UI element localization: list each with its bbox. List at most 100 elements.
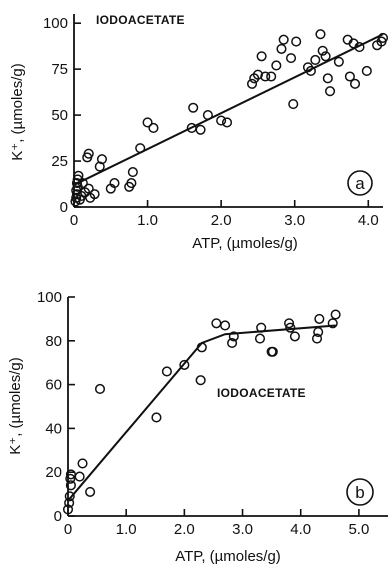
panel-b-data-point <box>267 346 278 357</box>
panel-b-data-point <box>314 313 325 324</box>
panel-a-data-point <box>266 71 277 82</box>
panel-a-data-point <box>377 32 389 43</box>
panel-b-y-tick-label: 20 <box>45 464 62 481</box>
panel-a-data-point <box>322 73 333 84</box>
panel-a-data-point <box>361 65 372 77</box>
panel-b-letter: b <box>355 483 364 502</box>
panel-b-data-point <box>62 504 74 515</box>
panel-a-x-tick-label: 0 <box>70 212 78 229</box>
panel-b-x-tick-label: 2.0 <box>174 521 195 538</box>
panel-a-data-point <box>216 115 227 126</box>
panel-a-data-point <box>83 148 94 159</box>
panel-a-data-point <box>276 43 287 54</box>
panel-b-data-point <box>256 322 267 333</box>
panel-b-data-point <box>220 320 231 331</box>
panel-b-x-tick-label: 4.0 <box>290 521 311 538</box>
panel-a-data-point <box>344 71 355 82</box>
panel-a-data-point <box>246 78 258 89</box>
panel-a-data-point <box>354 42 365 53</box>
panel-a-y-axis-label: K⁺, (µmoles/g) <box>9 63 26 160</box>
panel-a-data-point <box>83 183 94 194</box>
panel-b-data-point <box>179 359 190 370</box>
panel-b-x-axis-label: ATP, (µmoles/g) <box>175 548 281 565</box>
panel-b-data-point <box>227 337 238 349</box>
panel-a-data-point <box>142 117 153 128</box>
panel-b-data-point <box>327 318 338 329</box>
panel-a-fit-line <box>73 33 384 186</box>
panel-b-x-tick-label: 5.0 <box>348 521 369 538</box>
panel-b-data-point <box>65 473 76 484</box>
panel-a-data-point <box>291 36 302 47</box>
panel-a-data-point <box>96 154 108 165</box>
panel-a-x-tick-label: 3.0 <box>284 212 305 229</box>
panel-a-data-point <box>271 60 282 71</box>
panel-a-data-point <box>320 51 331 62</box>
panel-a-y-tick-label: 0 <box>60 199 68 216</box>
panel-a-data-point <box>310 54 321 66</box>
panel-a-data-point <box>188 102 199 113</box>
panel-b-data-point <box>85 486 96 497</box>
panel-a-letter: a <box>355 174 365 193</box>
panel-b-annotation: IODOACETATE <box>217 386 306 400</box>
panel-a-data-point <box>89 189 100 200</box>
panel-b-x-tick-label: 3.0 <box>232 521 253 538</box>
panel-a-letter-circle <box>347 170 373 196</box>
panel-b-data-point <box>228 331 239 342</box>
panel-a-data-point <box>333 56 344 67</box>
panel-a-data-point <box>252 69 263 80</box>
panel-a-x-tick-label: 4.0 <box>358 212 379 229</box>
panel-a-y-tick-label: 75 <box>51 61 68 78</box>
panel-b-fit-line <box>67 324 336 502</box>
panel-a-data-point <box>195 124 206 135</box>
panel-b-data-point <box>77 458 88 469</box>
panel-b-data-point <box>284 318 295 329</box>
panel-b-data-point <box>330 309 341 320</box>
panel-a-x-tick-label: 2.0 <box>211 212 232 229</box>
panel-b-y-tick-label: 0 <box>54 508 62 525</box>
panel-a-data-point <box>288 99 299 110</box>
panel-b-data-point <box>289 331 300 342</box>
panel-b-y-tick-label: 100 <box>37 289 62 306</box>
panel-a-data-point <box>256 51 267 62</box>
panel-a-data-point <box>126 178 137 189</box>
panel-b-data-point <box>195 375 206 386</box>
panel-b-data-point <box>285 322 296 333</box>
panel-a-data-point <box>305 65 316 77</box>
panel-b-x-tick-label: 0 <box>64 521 72 538</box>
panel-b-data-point <box>161 366 172 377</box>
panel-a-x-tick-label: 1.0 <box>137 212 158 229</box>
panel-b-data-point <box>211 318 222 329</box>
panel-b-data-point <box>254 333 266 344</box>
panel-a-data-point <box>148 122 159 134</box>
chart-panel-a: 0 1.0 2.0 3.0 4.0 0 25 50 75 100 IODOACETATE ATP, (… <box>9 13 389 252</box>
panel-b-x-tick-label: 1.0 <box>116 521 137 538</box>
panel-b-data-point <box>313 326 324 338</box>
panel-a-data-point <box>221 117 233 128</box>
panel-a-data-point <box>317 45 328 56</box>
panel-a-y-tick-label: 100 <box>43 15 68 32</box>
panel-b-y-axis-label: K⁺, (µmoles/g) <box>7 357 24 454</box>
panel-a-data-point <box>135 143 146 154</box>
panel-b-data-point <box>65 480 76 491</box>
panel-b-data-point <box>196 342 207 353</box>
panel-b-data-point <box>94 383 106 395</box>
panel-a-y-tick-label: 50 <box>51 107 68 124</box>
panel-a-data-point <box>71 178 82 189</box>
chart-panel-b: 0 1.0 2.0 3.0 4.0 5.0 0 20 40 60 80 100 IODOACETATE A… <box>7 289 388 565</box>
panel-a-y-tick-label: 25 <box>51 153 68 170</box>
panel-b-data-point <box>64 497 75 508</box>
panel-a-data-point <box>70 196 81 207</box>
panel-b-data-point <box>64 491 75 502</box>
panel-b-data-point <box>311 333 323 344</box>
panel-b-data-point <box>74 471 85 482</box>
panel-a-data-point <box>349 78 361 89</box>
panel-a-data-point <box>324 86 336 97</box>
panel-a-data-point <box>109 178 120 189</box>
panel-a-data-point <box>73 170 84 181</box>
panel-a-data-point <box>127 167 138 178</box>
panel-a-data-point <box>285 53 297 64</box>
panel-a-data-point <box>202 110 213 121</box>
panel-a-data-point <box>77 178 88 189</box>
panel-b-y-tick-label: 60 <box>45 377 62 394</box>
